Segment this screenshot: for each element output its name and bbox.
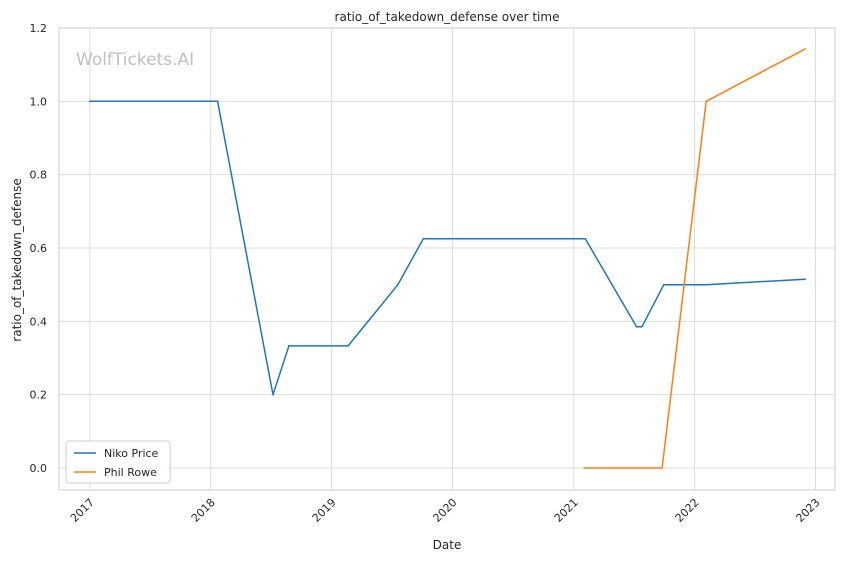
data-point — [804, 278, 806, 281]
x-tick-label: 2021 — [552, 496, 581, 525]
x-tick-label: 2020 — [431, 496, 460, 525]
series-lines — [89, 48, 806, 469]
data-point — [584, 238, 587, 240]
y-tick-label: 0.0 — [30, 462, 48, 475]
data-point — [635, 326, 638, 328]
data-point — [705, 100, 707, 103]
y-tick-label: 1.0 — [30, 95, 48, 108]
legend-label-niko-price: Niko Price — [104, 447, 159, 460]
x-tick-labels: 2017 2018 2019 2020 2021 2022 2023 — [68, 496, 823, 525]
data-point — [641, 326, 643, 328]
x-tick-label: 2017 — [68, 496, 97, 525]
data-point — [216, 100, 219, 103]
y-tick-label: 0.8 — [30, 169, 48, 182]
series-line-phil-rowe — [584, 48, 806, 469]
x-tick-label: 2022 — [673, 496, 702, 525]
data-point — [583, 467, 585, 469]
data-point — [397, 283, 399, 286]
y-tick-labels: 0.0 0.2 0.4 0.6 0.8 1.0 1.2 — [30, 22, 48, 475]
data-point — [347, 345, 349, 347]
data-point — [89, 100, 91, 103]
chart-title: ratio_of_takedown_defense over time — [335, 10, 560, 24]
data-point — [288, 345, 290, 347]
y-tick-label: 0.4 — [30, 315, 48, 328]
grid-lines — [59, 27, 835, 490]
legend: Niko Price Phil Rowe — [65, 440, 171, 484]
data-point — [272, 393, 274, 396]
y-tick-label: 0.6 — [30, 242, 48, 255]
data-point — [663, 283, 665, 286]
data-point — [705, 283, 707, 286]
data-point — [422, 238, 425, 240]
x-axis-title: Date — [433, 538, 462, 552]
watermark-text: WolfTickets.AI — [76, 50, 194, 70]
y-tick-label: 1.2 — [30, 22, 48, 35]
x-tick-label: 2019 — [310, 496, 339, 525]
y-axis-title: ratio_of_takedown_defense — [10, 178, 24, 341]
data-point — [804, 48, 806, 50]
x-tick-label: 2023 — [794, 496, 823, 525]
y-tick-label: 0.2 — [30, 389, 48, 402]
data-point — [661, 467, 663, 469]
x-tick-label: 2018 — [189, 496, 218, 525]
plot-area-frame — [58, 27, 836, 491]
legend-label-phil-rowe: Phil Rowe — [104, 466, 157, 479]
